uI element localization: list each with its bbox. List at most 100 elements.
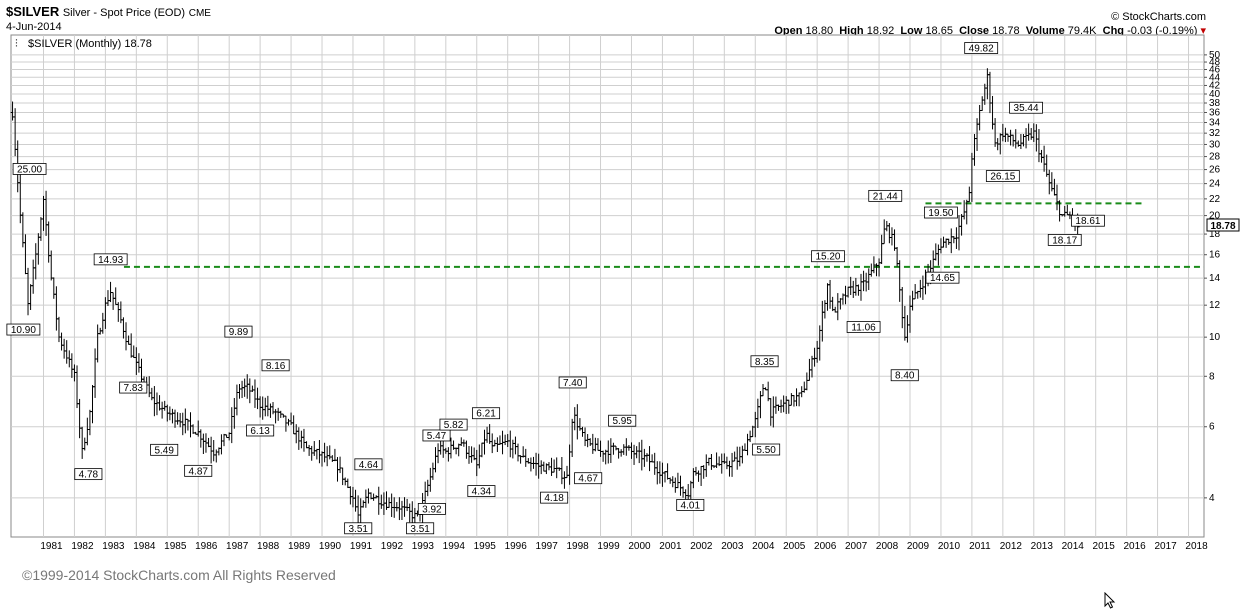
y-tick-label: 30 [1209,139,1221,150]
x-tick-label: 1982 [71,541,94,552]
y-tick-label: 22 [1209,194,1221,205]
y-tick-label: 20 [1209,211,1221,222]
price-annotation: 6.21 [472,407,501,420]
price-annotation: 5.47 [422,429,451,442]
price-annotation: 14.65 [925,271,960,284]
svg-text:4.34: 4.34 [472,487,492,498]
price-annotation: 8.40 [890,369,919,382]
x-tick-label: 1981 [40,541,63,552]
price-annotation: 26.15 [985,170,1020,183]
y-tick-label: 40 [1209,89,1221,100]
svg-text:5.49: 5.49 [154,445,174,456]
x-tick-label: 2015 [1093,541,1116,552]
price-annotation: 21.44 [868,189,903,202]
last-price-tag: 18.78 [1206,218,1240,232]
price-annotation: 3.92 [417,503,446,515]
x-tick-label: 1992 [381,541,404,552]
svg-text:3.51: 3.51 [410,524,430,535]
price-annotation: 3.51 [406,522,435,535]
chart-symbol: $SILVER Silver - Spot Price (EOD) CME [6,4,211,19]
svg-text:15.20: 15.20 [815,252,840,263]
price-annotation: 4.87 [184,464,213,477]
svg-text:18.78: 18.78 [1210,221,1235,232]
svg-text:4.01: 4.01 [681,500,701,511]
price-annotation: 4.67 [574,472,603,485]
svg-text:8.40: 8.40 [895,371,915,382]
svg-text:19.50: 19.50 [928,208,953,219]
y-tick-label: 36 [1209,107,1221,118]
svg-text:18.61: 18.61 [1075,216,1100,227]
svg-text:9.89: 9.89 [229,327,249,338]
price-annotation: 49.82 [964,42,999,55]
x-tick-label: 2012 [1000,541,1023,552]
svg-text:11.06: 11.06 [851,322,876,333]
price-annotation: 19.50 [924,206,958,219]
price-annotation: 7.83 [119,381,148,394]
y-tick-label: 42 [1209,80,1221,91]
chart-exchange: CME [188,8,211,19]
svg-text:4.18: 4.18 [544,493,564,504]
x-tick-label: 1983 [102,541,125,552]
price-annotation: 11.06 [846,321,881,333]
x-tick-label: 1998 [566,541,589,552]
svg-text:5.95: 5.95 [612,416,632,427]
x-tick-label: 2010 [938,541,961,552]
x-tick-label: 1993 [412,541,435,552]
price-annotation: 25.00 [12,163,47,175]
x-tick-label: 1987 [226,541,249,552]
x-tick-label: 1988 [257,541,280,552]
y-tick-label: 24 [1209,179,1221,190]
svg-text:4.64: 4.64 [359,460,379,471]
x-tick-label: 2013 [1031,541,1054,552]
y-tick-label: 48 [1209,57,1221,68]
price-annotation: 15.20 [811,250,845,263]
price-annotation: 10.90 [6,323,41,336]
y-tick-label: 18 [1209,229,1221,240]
svg-text:26.15: 26.15 [990,172,1015,183]
svg-text:6.21: 6.21 [476,409,496,420]
price-annotation: 3.51 [344,522,373,535]
y-tick-label: 50 [1209,50,1221,61]
x-tick-label: 2008 [876,541,899,552]
x-tick-label: 1984 [133,541,156,552]
x-tick-label: 2017 [1154,541,1177,552]
y-tick-label: 44 [1209,72,1221,83]
legend: ⫶ $SILVER (Monthly) 18.78 [15,38,152,50]
svg-text:7.83: 7.83 [124,383,144,394]
price-annotation: 8.16 [261,359,290,372]
svg-text:35.44: 35.44 [1014,103,1039,114]
x-tick-label: 2001 [659,541,682,552]
x-tick-label: 1985 [164,541,187,552]
x-tick-label: 1989 [288,541,311,552]
price-annotation: 18.61 [1071,214,1105,227]
brand-label: © StockCharts.com [1111,11,1206,23]
x-tick-label: 2005 [783,541,806,552]
y-tick-label: 6 [1209,422,1215,433]
x-tick-label: 1994 [443,541,466,552]
price-annotation: 5.49 [150,443,179,456]
y-tick-label: 34 [1209,118,1221,129]
price-annotation: 5.95 [608,414,637,427]
chart-date: 4-Jun-2014 [6,21,62,33]
x-tick-label: 2007 [845,541,868,552]
y-tick-label: 28 [1209,152,1221,163]
x-tick-label: 2002 [690,541,713,552]
copyright-notice: ©1999-2014 StockCharts.com All Rights Re… [22,567,336,583]
x-tick-label: 1996 [505,541,528,552]
plot-area [10,34,1205,538]
price-annotation: 14.93 [93,253,128,266]
y-tick-label: 4 [1209,493,1215,504]
y-tick-label: 8 [1209,371,1215,382]
chart-description: Silver - Spot Price (EOD) [62,7,186,19]
price-annotation: 35.44 [1009,101,1043,114]
x-tick-label: 2016 [1124,541,1147,552]
svg-text:14.65: 14.65 [930,273,955,284]
ohlc-summary: Open 18.80 High 18.92 Low 18.65 Close 18… [774,25,1206,37]
x-tick-label: 1995 [474,541,497,552]
x-tick-label: 1999 [597,541,620,552]
price-annotation: 7.40 [558,376,587,389]
x-tick-label: 2011 [969,541,991,552]
svg-text:4.78: 4.78 [79,470,99,481]
x-tick-label: 2018 [1185,541,1208,552]
